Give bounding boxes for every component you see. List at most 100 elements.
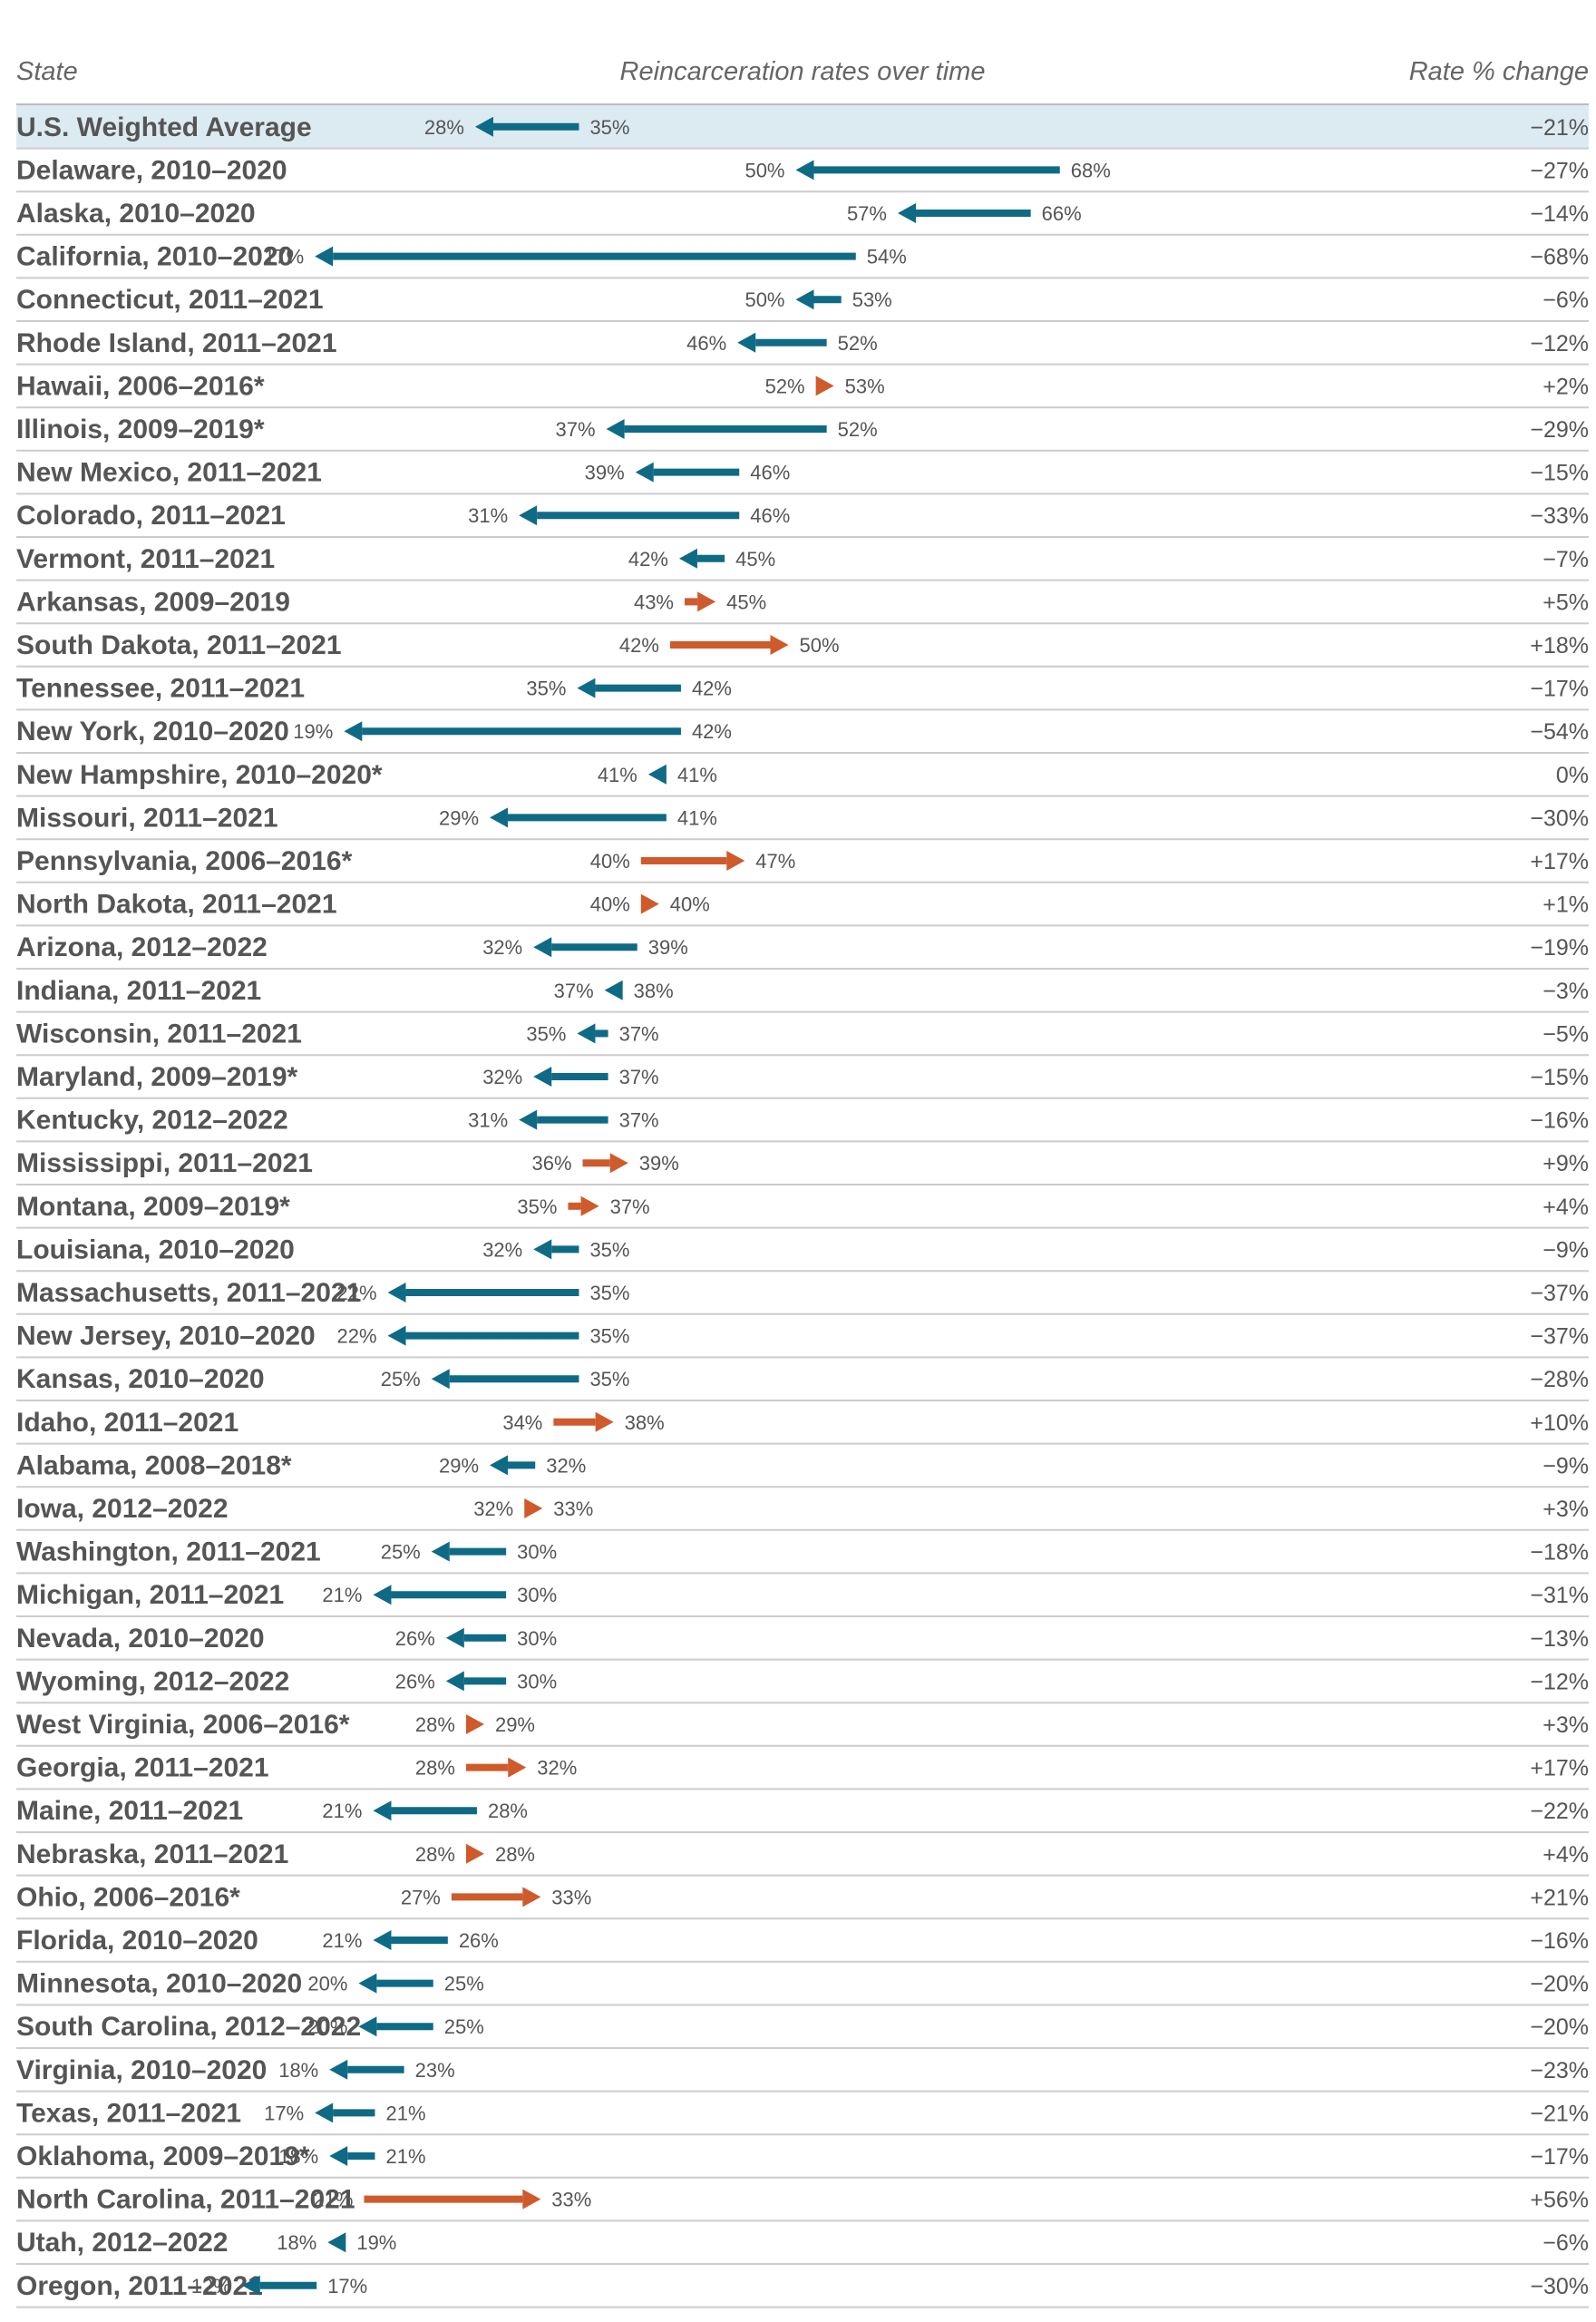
value-label: 38% <box>634 980 674 1002</box>
state-label: Illinois, 2009–2019* <box>16 415 265 444</box>
change-label: −68% <box>1530 245 1589 270</box>
value-label: 35% <box>589 116 629 139</box>
value-label: 28% <box>424 116 464 139</box>
change-label: +1% <box>1542 893 1589 918</box>
arrow-head <box>519 505 538 526</box>
change-label: +3% <box>1542 1497 1589 1522</box>
value-label: 32% <box>473 1498 513 1520</box>
value-label: 45% <box>735 548 775 571</box>
value-label: 37% <box>610 1195 650 1218</box>
change-label: −30% <box>1530 805 1589 831</box>
change-label: −37% <box>1530 1324 1589 1350</box>
arrow-head <box>678 548 697 569</box>
change-label: −22% <box>1530 1799 1589 1824</box>
state-label: Montana, 2009–2019* <box>16 1192 290 1222</box>
arrow-head <box>533 1239 552 1260</box>
state-label: Nevada, 2010–2020 <box>16 1624 265 1654</box>
value-label: 38% <box>625 1411 665 1434</box>
change-label: −15% <box>1530 1065 1589 1090</box>
state-label: Maryland, 2009–2019* <box>16 1062 298 1092</box>
value-label: 31% <box>468 504 508 527</box>
row: New Mexico, 2011–2021 39% 46% −15% <box>16 458 1589 495</box>
row: Arizona, 2012–2022 32% 39% −19% <box>16 932 1589 970</box>
change-label: −9% <box>1542 1453 1589 1478</box>
row: Tennessee, 2011–2021 35% 42% −17% <box>16 674 1589 711</box>
value-label: 52% <box>838 418 878 441</box>
value-label: 17% <box>327 2275 367 2298</box>
change-label: +17% <box>1530 849 1589 874</box>
arrow-head <box>445 1671 464 1692</box>
value-label: 29% <box>495 1713 535 1736</box>
change-label: −6% <box>1542 2230 1589 2256</box>
state-label: South Carolina, 2012–2022 <box>16 2012 361 2042</box>
value-label: 17% <box>264 246 304 268</box>
value-label: 19% <box>356 2231 396 2254</box>
row: U.S. Weighted Average 28% 35% −21% <box>16 105 1589 150</box>
change-label: −28% <box>1530 1367 1589 1392</box>
value-label: 46% <box>686 332 726 355</box>
value-label: 53% <box>852 288 892 311</box>
state-label: Utah, 2012–2022 <box>16 2228 229 2258</box>
state-label: Nebraska, 2011–2021 <box>16 1839 288 1869</box>
value-label: 29% <box>439 1454 479 1477</box>
change-label: −3% <box>1542 979 1589 1004</box>
value-label: 19% <box>293 720 333 743</box>
value-label: 50% <box>744 288 784 311</box>
value-label: 30% <box>517 1670 557 1693</box>
arrow-head <box>770 635 789 655</box>
change-label: −21% <box>1530 115 1589 141</box>
value-label: 21% <box>385 2102 425 2124</box>
arrow-head <box>445 1627 464 1648</box>
value-label: 37% <box>619 1066 659 1088</box>
row: New Hampshire, 2010–2020* 41% 41% 0% <box>16 760 1589 797</box>
state-label: Delaware, 2010–2020 <box>16 155 287 185</box>
value-label: 37% <box>556 418 596 441</box>
change-label: −9% <box>1542 1237 1589 1263</box>
value-label: 66% <box>1042 202 1082 225</box>
change-label: −31% <box>1530 1583 1589 1608</box>
row: Illinois, 2009–2019* 37% 52% −29% <box>16 415 1589 452</box>
change-label: −23% <box>1530 2058 1589 2083</box>
state-label: Hawaii, 2006–2016* <box>16 371 265 401</box>
arrow-head <box>490 807 509 828</box>
value-label: 33% <box>553 1498 593 1520</box>
arrow-head <box>533 937 552 958</box>
value-label: 22% <box>336 1325 376 1348</box>
row: Maine, 2011–2021 21% 28% −22% <box>16 1796 1589 1833</box>
value-label: 21% <box>322 1800 362 1822</box>
value-label: 18% <box>278 2145 318 2168</box>
arrow-head <box>431 1541 450 1562</box>
state-label: Kentucky, 2012–2022 <box>16 1106 288 1136</box>
header-middle: Reincarceration rates over time <box>620 57 986 86</box>
row: Kansas, 2010–2020 25% 35% −28% <box>16 1364 1589 1401</box>
arrow-head <box>474 116 493 137</box>
state-label: Georgia, 2011–2021 <box>16 1753 269 1783</box>
change-label: +4% <box>1542 1842 1589 1868</box>
row: Ohio, 2006–2016* 27% 33% +21% <box>16 1882 1589 1920</box>
value-label: 54% <box>867 246 907 268</box>
value-label: 35% <box>589 1325 629 1348</box>
change-label: 0% <box>1556 763 1589 788</box>
value-label: 32% <box>482 936 522 959</box>
value-label: 33% <box>551 1886 591 1908</box>
state-label: Texas, 2011–2021 <box>16 2098 241 2128</box>
value-label: 27% <box>401 1886 441 1908</box>
value-label: 28% <box>488 1800 528 1822</box>
row: Georgia, 2011–2021 28% 32% +17% <box>16 1753 1589 1790</box>
arrow-head <box>635 462 654 483</box>
state-label: Missouri, 2011–2021 <box>16 803 278 833</box>
change-label: −12% <box>1530 1669 1589 1694</box>
change-label: −5% <box>1542 1021 1589 1047</box>
arrow-head <box>640 893 659 914</box>
arrow-head <box>465 1843 484 1864</box>
arrow-head <box>524 1498 543 1518</box>
value-label: 39% <box>648 936 688 959</box>
state-label: North Dakota, 2011–2021 <box>16 890 337 920</box>
arrow-head <box>606 419 625 439</box>
row: Mississippi, 2011–2021 36% 39% +9% <box>16 1148 1589 1185</box>
change-label: −12% <box>1530 331 1589 356</box>
value-label: 45% <box>726 590 766 613</box>
arrow-head <box>533 1067 552 1087</box>
